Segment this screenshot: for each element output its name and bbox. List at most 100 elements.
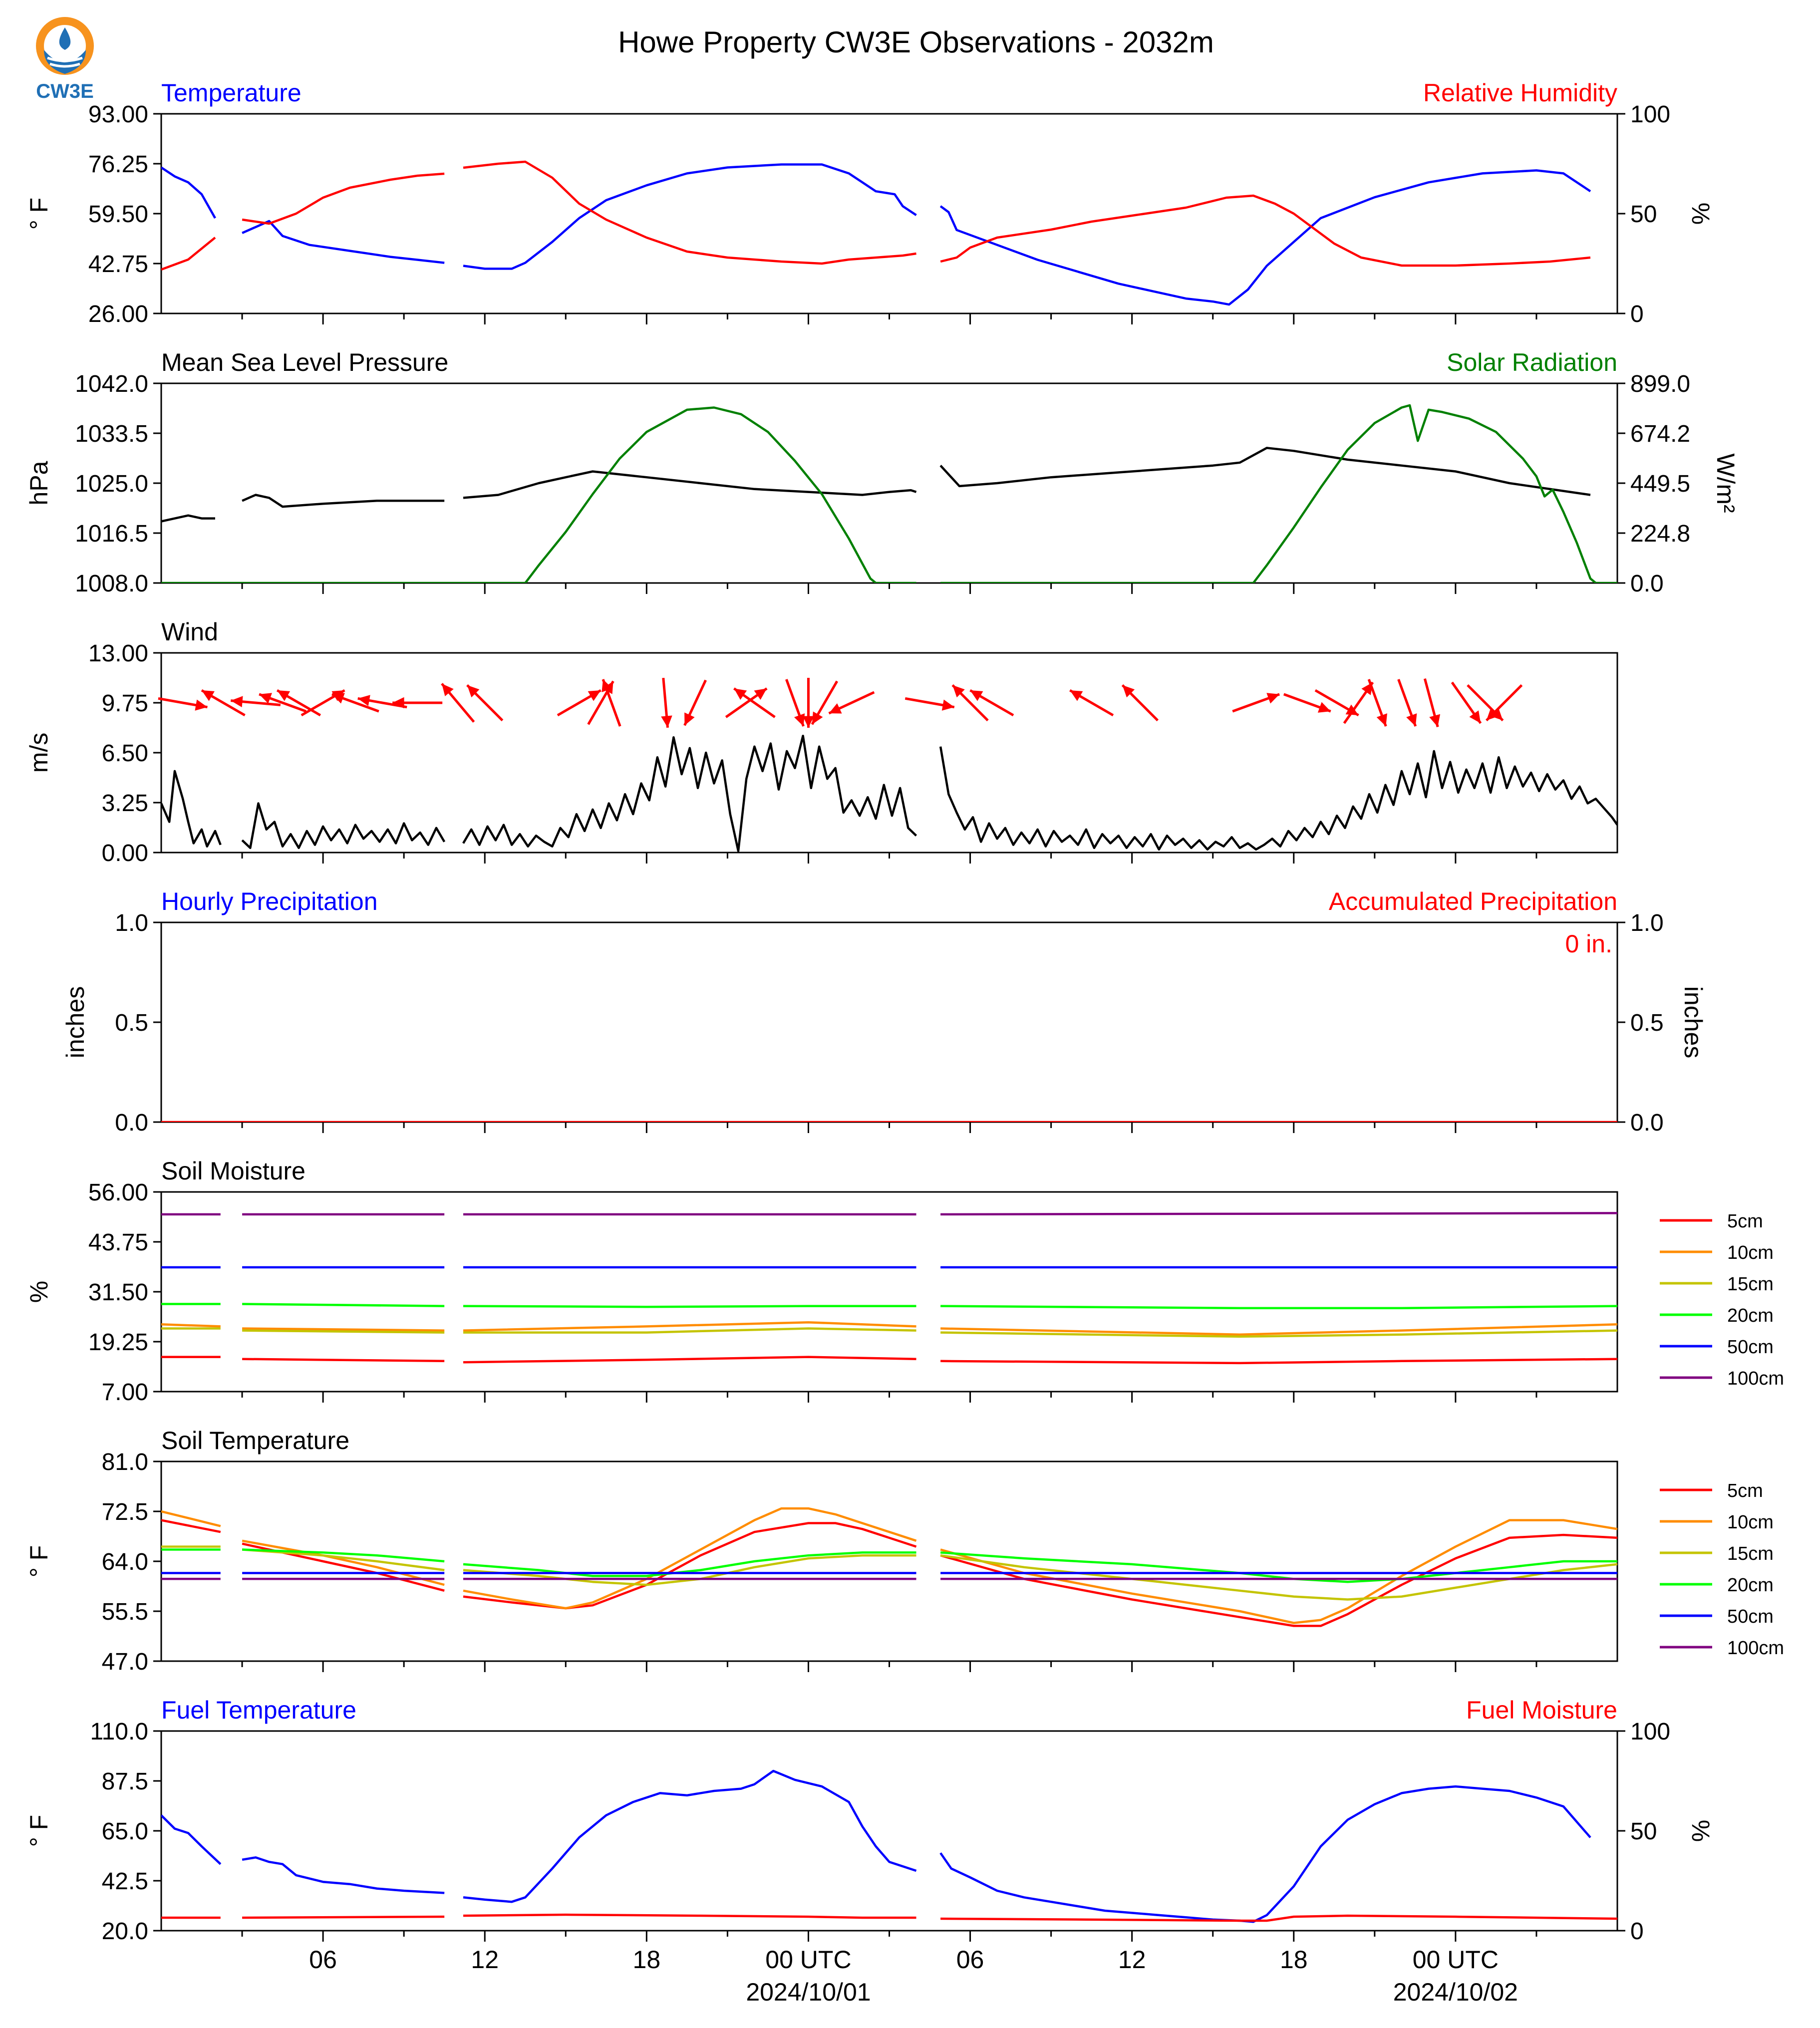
- y-tick-label: 3.25: [102, 790, 148, 817]
- wind-arrow: [1069, 689, 1114, 717]
- y-axis-label: inches: [61, 986, 89, 1059]
- series-line: [161, 166, 216, 219]
- y-axis-label: ° F: [25, 1545, 53, 1577]
- panel-title-left: Mean Sea Level Pressure: [161, 348, 448, 376]
- wind-arrow: [683, 679, 707, 726]
- y-tick-label: 1025.0: [75, 471, 148, 497]
- y-tick-label-right: 0.0: [1630, 571, 1664, 597]
- y-axis-label-right: %: [1687, 1820, 1715, 1842]
- series-line-5cm: [463, 1522, 917, 1610]
- cw3e-logo-mark: CW3E: [36, 17, 94, 102]
- series-line-5cm: [940, 1533, 1617, 1627]
- series-line: [463, 163, 917, 270]
- series-line-5cm: [161, 1519, 221, 1533]
- series-line-15cm: [940, 1329, 1617, 1338]
- wind-arrow: [733, 687, 776, 718]
- plot-frame: [160, 1730, 1618, 1932]
- x-tick-label: 06: [309, 1946, 337, 1974]
- wind-arrow-head: [734, 688, 747, 700]
- y-axis-label-right: %: [1687, 203, 1715, 225]
- y-tick-label: 56.00: [88, 1179, 148, 1206]
- y-tick-label: 0.00: [102, 840, 148, 867]
- wind-arrow-head: [1469, 710, 1481, 723]
- panel-title-left: Wind: [161, 618, 218, 646]
- series-line: [161, 406, 916, 583]
- wind-arrow-head: [952, 685, 965, 698]
- wind-arrow-head: [231, 696, 243, 707]
- panel-title-right: Relative Humidity: [1423, 79, 1617, 107]
- wind-arrow-head: [1122, 685, 1135, 698]
- wind-arrow-head: [1406, 713, 1417, 726]
- series-line: [161, 514, 215, 523]
- panel-5: Soil Moisture 56.00 43.75 31.50 19.25 7.00% 5c…: [25, 1157, 1784, 1406]
- wind-arrow-head: [1429, 714, 1441, 727]
- wind-arrow-head: [195, 699, 208, 711]
- wind-arrow: [201, 689, 246, 717]
- y-tick-label-right: 1.0: [1630, 910, 1664, 936]
- wind-arrow-head: [602, 679, 612, 692]
- panel-6: Soil Temperature 81.0 72.5 64.0 55.5 47.0 ° F 5…: [25, 1427, 1784, 1675]
- wind-arrow-head: [357, 695, 370, 706]
- y-tick-label: 76.25: [88, 151, 148, 178]
- wind-arrow: [905, 697, 955, 711]
- panel-4: Hourly Precipitation Accumulated Precipit…: [61, 887, 1707, 1136]
- panel-title-left: Fuel Temperature: [161, 1696, 356, 1724]
- series-line-15cm: [463, 1327, 916, 1334]
- y-axis-label: m/s: [25, 733, 53, 773]
- panel-2: Mean Sea Level Pressure Solar Radiation 10…: [25, 348, 1740, 597]
- y-tick-label-right: 224.8: [1630, 521, 1690, 547]
- accumulated-total: 0 in.: [1565, 930, 1612, 958]
- wind-arrow: [1423, 678, 1441, 727]
- date-label: 2024/10/01: [746, 1978, 871, 2006]
- legend-label: 10cm: [1727, 1512, 1774, 1533]
- x-tick-label: 00 UTC: [765, 1946, 851, 1974]
- wind-arrow: [602, 679, 621, 727]
- series-line-5cm: [463, 1356, 916, 1364]
- wind-arrow-head: [1070, 690, 1083, 701]
- y-tick-label-right: 899.0: [1630, 371, 1690, 397]
- wind-arrow: [331, 693, 379, 713]
- y-tick-label: 59.50: [88, 201, 148, 228]
- wind-arrow-head: [467, 685, 480, 698]
- legend-label: 50cm: [1727, 1337, 1774, 1358]
- series-line: [940, 194, 1591, 267]
- y-tick-label: 55.5: [102, 1599, 148, 1625]
- x-tick-label: 18: [1280, 1946, 1308, 1974]
- wind-arrow: [1121, 684, 1159, 722]
- series-line: [939, 447, 1591, 496]
- wind-arrow-head: [754, 688, 767, 700]
- legend-label: 20cm: [1727, 1305, 1774, 1326]
- wind-arrow: [466, 684, 504, 722]
- series-line-10cm: [242, 1327, 445, 1332]
- y-tick-label: 20.0: [102, 1918, 148, 1945]
- wind-arrow: [1485, 684, 1523, 722]
- wind-arrow: [276, 689, 321, 717]
- y-tick-label: 93.00: [88, 101, 148, 128]
- wind-arrow-head: [829, 703, 842, 714]
- y-tick-label: 81.0: [102, 1449, 148, 1475]
- series-line: [463, 1769, 917, 1903]
- series-line-15cm: [940, 1554, 1617, 1601]
- y-axis-label: hPa: [25, 461, 53, 505]
- wind-arrow: [441, 683, 475, 723]
- y-tick-label: 42.5: [102, 1868, 148, 1895]
- y-tick-label: 6.50: [102, 740, 148, 767]
- legend-label: 50cm: [1727, 1606, 1774, 1627]
- wind-arrow-head: [812, 711, 823, 725]
- panel-title-left: Soil Moisture: [161, 1157, 305, 1185]
- series-line: [242, 172, 445, 225]
- series-line-20cm: [242, 1548, 445, 1563]
- series-line: [161, 770, 222, 848]
- wind-arrow: [811, 680, 839, 725]
- x-tick-label: 12: [471, 1946, 499, 1974]
- y-axis-label: ° F: [25, 198, 53, 230]
- wind-arrow: [1232, 693, 1280, 713]
- series-line: [242, 1856, 445, 1894]
- y-tick-label-right: 0.5: [1630, 1010, 1664, 1036]
- series-line: [241, 802, 446, 850]
- y-tick-label: 19.25: [88, 1329, 148, 1356]
- wind-arrow: [725, 687, 768, 718]
- panel-title-right: Fuel Moisture: [1466, 1696, 1617, 1724]
- series-line-10cm: [463, 1507, 917, 1610]
